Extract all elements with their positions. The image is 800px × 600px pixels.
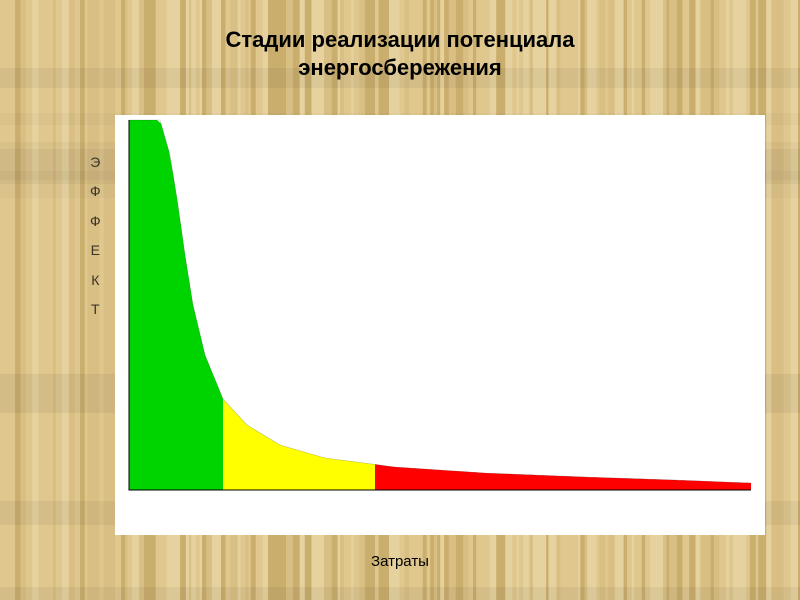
y-axis-letter: К	[90, 266, 101, 295]
area-chart	[115, 115, 765, 535]
chart-segment-red	[375, 464, 751, 490]
slide: Стадии реализации потенциала энергосбере…	[0, 0, 800, 600]
y-axis-letter: Е	[90, 236, 101, 265]
chart-segment-yellow	[223, 399, 375, 490]
y-axis-letter: Ф	[90, 177, 101, 206]
y-axis-letter: Т	[90, 295, 101, 324]
x-axis-label-text: Затраты	[371, 553, 429, 570]
y-axis-letter: Э	[90, 148, 101, 177]
chart-title: Стадии реализации потенциала энергосбере…	[0, 26, 800, 81]
title-line1: Стадии реализации потенциала	[226, 27, 575, 52]
y-axis-letter: Ф	[90, 207, 101, 236]
title-line2: энергосбережения	[298, 55, 501, 80]
x-axis-label: Затраты	[0, 553, 800, 570]
chart-area	[115, 115, 765, 535]
chart-segment-green	[129, 120, 223, 490]
y-axis-label: ЭФФЕКТ	[90, 148, 101, 324]
